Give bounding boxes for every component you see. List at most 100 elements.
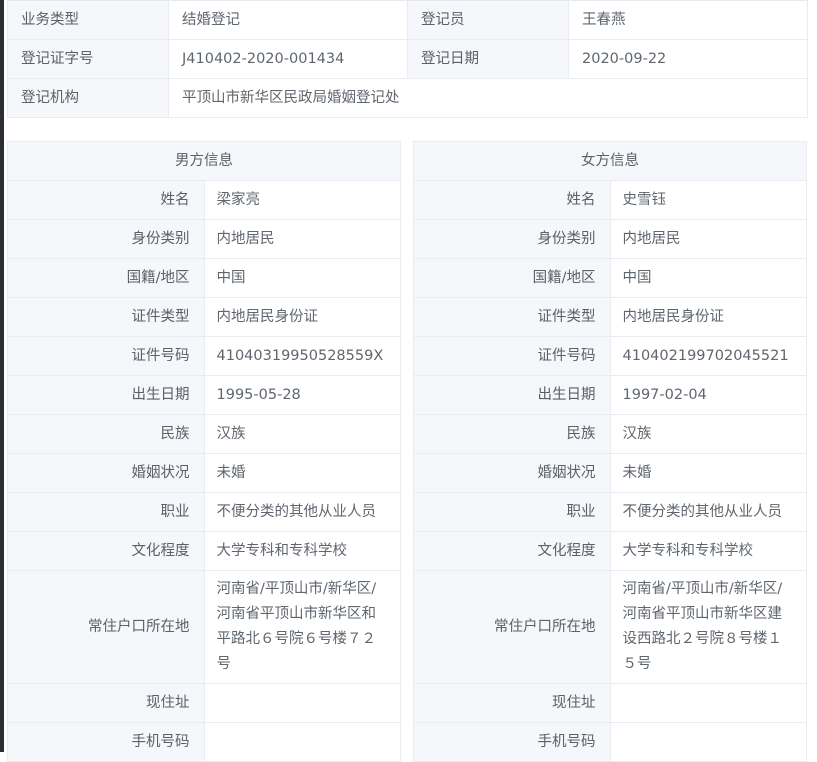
male-label-identity-category: 身份类别 — [7, 219, 205, 259]
table-row: 职业 不便分类的其他从业人员 — [7, 492, 401, 532]
summary-label-registrar: 登记员 — [407, 0, 569, 40]
table-row: 业务类型 结婚登记 登记员 王春燕 — [7, 0, 808, 40]
female-value-id-number: 410402199702045521 — [610, 336, 807, 376]
table-row: 婚姻状况 未婚 — [413, 453, 807, 493]
table-row: 国籍/地区 中国 — [413, 258, 807, 298]
summary-value-business-type: 结婚登记 — [168, 0, 408, 40]
table-row: 证件类型 内地居民身份证 — [7, 297, 401, 337]
table-row: 姓名 梁家亮 — [7, 180, 401, 220]
female-label-nationality: 国籍/地区 — [413, 258, 611, 298]
male-label-name: 姓名 — [7, 180, 205, 220]
male-value-ethnicity: 汉族 — [204, 414, 401, 454]
table-row: 手机号码 — [413, 722, 807, 762]
male-value-current-address — [204, 683, 401, 723]
male-label-ethnicity: 民族 — [7, 414, 205, 454]
female-value-mobile-number — [610, 722, 807, 762]
table-row: 职业 不便分类的其他从业人员 — [413, 492, 807, 532]
female-value-occupation: 不便分类的其他从业人员 — [610, 492, 807, 532]
male-value-household-address: 河南省/平顶山市/新华区/河南省平顶山市新华区和平路北６号院６号楼７２号 — [204, 570, 401, 684]
male-label-marital-status: 婚姻状况 — [7, 453, 205, 493]
male-label-education: 文化程度 — [7, 531, 205, 571]
summary-label-registration-date: 登记日期 — [407, 39, 569, 79]
table-row: 身份类别 内地居民 — [7, 219, 401, 259]
female-label-identity-category: 身份类别 — [413, 219, 611, 259]
female-label-education: 文化程度 — [413, 531, 611, 571]
male-panel: 男方信息 姓名 梁家亮 身份类别 内地居民 国籍/地区 中国 — [7, 141, 401, 762]
female-value-household-address: 河南省/平顶山市/新华区/河南省平顶山市新华区建设西路北２号院８号楼１５号 — [610, 570, 807, 684]
male-value-occupation: 不便分类的其他从业人员 — [204, 492, 401, 532]
summary-value-registration-office: 平顶山市新华区民政局婚姻登记处 — [168, 78, 808, 118]
male-label-occupation: 职业 — [7, 492, 205, 532]
table-row: 登记机构 平顶山市新华区民政局婚姻登记处 — [7, 78, 808, 118]
male-value-nationality: 中国 — [204, 258, 401, 298]
female-label-id-number: 证件号码 — [413, 336, 611, 376]
table-row: 现住址 — [413, 683, 807, 723]
table-row: 出生日期 1995-05-28 — [7, 375, 401, 415]
summary-value-registration-date: 2020-09-22 — [568, 39, 808, 79]
male-label-birth-date: 出生日期 — [7, 375, 205, 415]
male-value-identity-category: 内地居民 — [204, 219, 401, 259]
female-label-name: 姓名 — [413, 180, 611, 220]
table-row: 民族 汉族 — [7, 414, 401, 454]
female-label-current-address: 现住址 — [413, 683, 611, 723]
summary-value-registrar: 王春燕 — [568, 0, 808, 40]
female-panel-title: 女方信息 — [413, 141, 807, 181]
male-value-id-type: 内地居民身份证 — [204, 297, 401, 337]
table-row: 出生日期 1997-02-04 — [413, 375, 807, 415]
table-row: 常住户口所在地 河南省/平顶山市/新华区/河南省平顶山市新华区和平路北６号院６号… — [7, 570, 401, 684]
male-value-mobile-number — [204, 722, 401, 762]
female-value-birth-date: 1997-02-04 — [610, 375, 807, 415]
male-info-table: 男方信息 姓名 梁家亮 身份类别 内地居民 国籍/地区 中国 — [7, 141, 401, 762]
female-label-marital-status: 婚姻状况 — [413, 453, 611, 493]
male-value-id-number: 41040319950528559X — [204, 336, 401, 376]
summary-label-certificate-number: 登记证字号 — [7, 39, 169, 79]
table-row: 现住址 — [7, 683, 401, 723]
female-value-current-address — [610, 683, 807, 723]
table-row: 婚姻状况 未婚 — [7, 453, 401, 493]
table-row: 手机号码 — [7, 722, 401, 762]
female-info-table: 女方信息 姓名 史雪钰 身份类别 内地居民 国籍/地区 中国 — [413, 141, 807, 762]
female-label-ethnicity: 民族 — [413, 414, 611, 454]
male-value-name: 梁家亮 — [204, 180, 401, 220]
female-value-name: 史雪钰 — [610, 180, 807, 220]
male-value-marital-status: 未婚 — [204, 453, 401, 493]
male-label-id-number: 证件号码 — [7, 336, 205, 376]
page-edge-strip — [0, 0, 4, 752]
female-value-education: 大学专科和专科学校 — [610, 531, 807, 571]
male-panel-title: 男方信息 — [7, 141, 401, 181]
female-value-marital-status: 未婚 — [610, 453, 807, 493]
table-row: 身份类别 内地居民 — [413, 219, 807, 259]
female-label-id-type: 证件类型 — [413, 297, 611, 337]
female-value-id-type: 内地居民身份证 — [610, 297, 807, 337]
table-row: 国籍/地区 中国 — [7, 258, 401, 298]
female-label-mobile-number: 手机号码 — [413, 722, 611, 762]
female-value-identity-category: 内地居民 — [610, 219, 807, 259]
table-row: 文化程度 大学专科和专科学校 — [413, 531, 807, 571]
male-label-current-address: 现住址 — [7, 683, 205, 723]
table-row: 民族 汉族 — [413, 414, 807, 454]
male-label-mobile-number: 手机号码 — [7, 722, 205, 762]
summary-label-registration-office: 登记机构 — [7, 78, 169, 118]
male-value-education: 大学专科和专科学校 — [204, 531, 401, 571]
table-row: 证件类型 内地居民身份证 — [413, 297, 807, 337]
summary-label-business-type: 业务类型 — [7, 0, 169, 40]
female-label-household-address: 常住户口所在地 — [413, 570, 611, 684]
male-label-nationality: 国籍/地区 — [7, 258, 205, 298]
male-value-birth-date: 1995-05-28 — [204, 375, 401, 415]
registration-summary-table: 业务类型 结婚登记 登记员 王春燕 登记证字号 J410402-2020-001… — [7, 0, 808, 118]
panel-header-row: 男方信息 — [7, 141, 401, 181]
female-value-nationality: 中国 — [610, 258, 807, 298]
person-panels: 男方信息 姓名 梁家亮 身份类别 内地居民 国籍/地区 中国 — [7, 141, 808, 762]
table-row: 文化程度 大学专科和专科学校 — [7, 531, 401, 571]
table-row: 常住户口所在地 河南省/平顶山市/新华区/河南省平顶山市新华区建设西路北２号院８… — [413, 570, 807, 684]
table-row: 姓名 史雪钰 — [413, 180, 807, 220]
table-row: 证件号码 410402199702045521 — [413, 336, 807, 376]
female-panel: 女方信息 姓名 史雪钰 身份类别 内地居民 国籍/地区 中国 — [413, 141, 807, 762]
summary-value-certificate-number: J410402-2020-001434 — [168, 39, 408, 79]
table-row: 登记证字号 J410402-2020-001434 登记日期 2020-09-2… — [7, 39, 808, 79]
table-row: 证件号码 41040319950528559X — [7, 336, 401, 376]
male-label-household-address: 常住户口所在地 — [7, 570, 205, 684]
panel-header-row: 女方信息 — [413, 141, 807, 181]
female-label-occupation: 职业 — [413, 492, 611, 532]
